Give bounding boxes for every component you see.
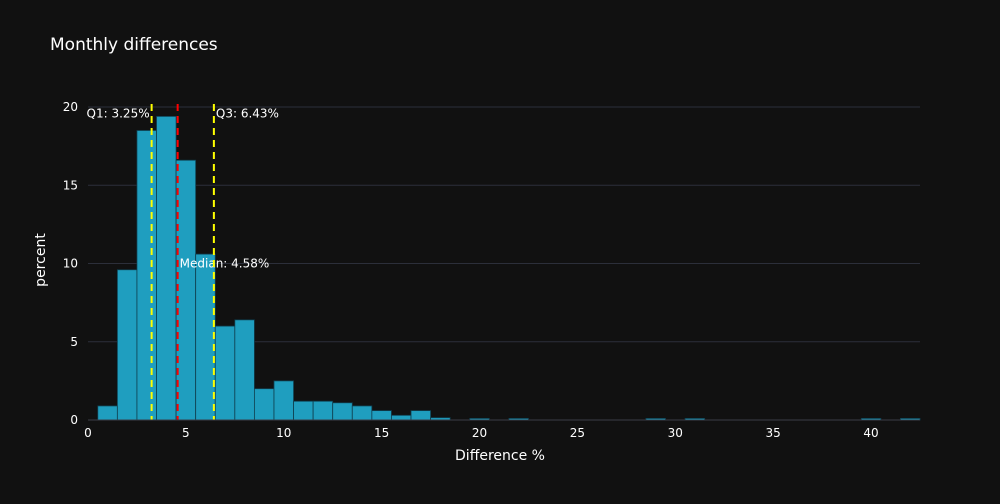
x-tick-label: 15 bbox=[374, 426, 389, 440]
y-tick-label: 20 bbox=[63, 100, 78, 114]
histogram-bar bbox=[175, 159, 197, 421]
q1-label: Q1: 3.25% bbox=[87, 106, 150, 120]
histogram-bar bbox=[195, 253, 216, 421]
x-tick-label: 40 bbox=[863, 426, 878, 440]
y-tick-label: 5 bbox=[70, 335, 78, 349]
histogram-bar bbox=[97, 405, 118, 421]
histogram-bar bbox=[371, 410, 392, 421]
histogram-bar bbox=[136, 130, 157, 421]
x-tick-label: 20 bbox=[472, 426, 487, 440]
y-tick-label: 15 bbox=[63, 178, 78, 192]
histogram-bar bbox=[214, 325, 236, 421]
x-axis-label: Difference % bbox=[455, 448, 545, 464]
x-tick-label: 25 bbox=[570, 426, 585, 440]
histogram-bar bbox=[391, 414, 412, 421]
y-tick-label: 0 bbox=[70, 413, 78, 427]
histogram-bar bbox=[332, 402, 353, 421]
histogram-bar bbox=[234, 319, 255, 421]
y-axis-label: percent bbox=[33, 233, 49, 287]
x-tick-label: 0 bbox=[84, 426, 92, 440]
chart-title: Monthly differences bbox=[50, 35, 218, 55]
x-tick-label: 35 bbox=[766, 426, 781, 440]
histogram-bar bbox=[293, 400, 314, 421]
histogram-bar bbox=[351, 405, 373, 421]
median-label: Median: 4.58% bbox=[180, 257, 270, 271]
histogram-bar bbox=[116, 269, 138, 421]
y-tick-label: 10 bbox=[63, 257, 78, 271]
q3-label: Q3: 6.43% bbox=[216, 106, 279, 120]
axis-layer: 0 5 10 15 20 0 5 10 15 20 25 30 35 40 bbox=[63, 100, 920, 440]
histogram-bar bbox=[273, 380, 294, 421]
histogram-bar bbox=[253, 388, 275, 421]
x-tick-label: 10 bbox=[276, 426, 291, 440]
histogram-bar bbox=[156, 115, 177, 421]
reference-line-layer: Q1: 3.25% Median: 4.58% Q3: 6.43% bbox=[87, 104, 279, 420]
histogram-bar bbox=[410, 410, 431, 421]
histogram-bar bbox=[312, 400, 334, 421]
x-tick-label: 5 bbox=[182, 426, 190, 440]
x-tick-label: 30 bbox=[668, 426, 683, 440]
